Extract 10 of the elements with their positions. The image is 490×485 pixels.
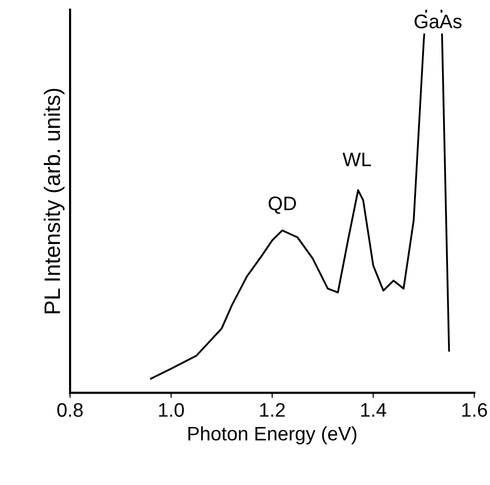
x-tick-label: 0.8 [57,403,83,417]
annotation: GaAs [414,14,462,28]
x-tick-label: 1.2 [260,403,285,417]
annotation: WL [342,152,372,166]
y-axis-title: PL Intensity (arb. units) [44,88,65,314]
x-axis-title: Photon Energy (eV) [188,426,356,444]
x-tick-label: 1.4 [361,403,386,417]
annotation: QD [268,196,296,214]
x-tick-label: 1.6 [462,403,487,417]
x-tick-label: 1.0 [159,403,184,417]
